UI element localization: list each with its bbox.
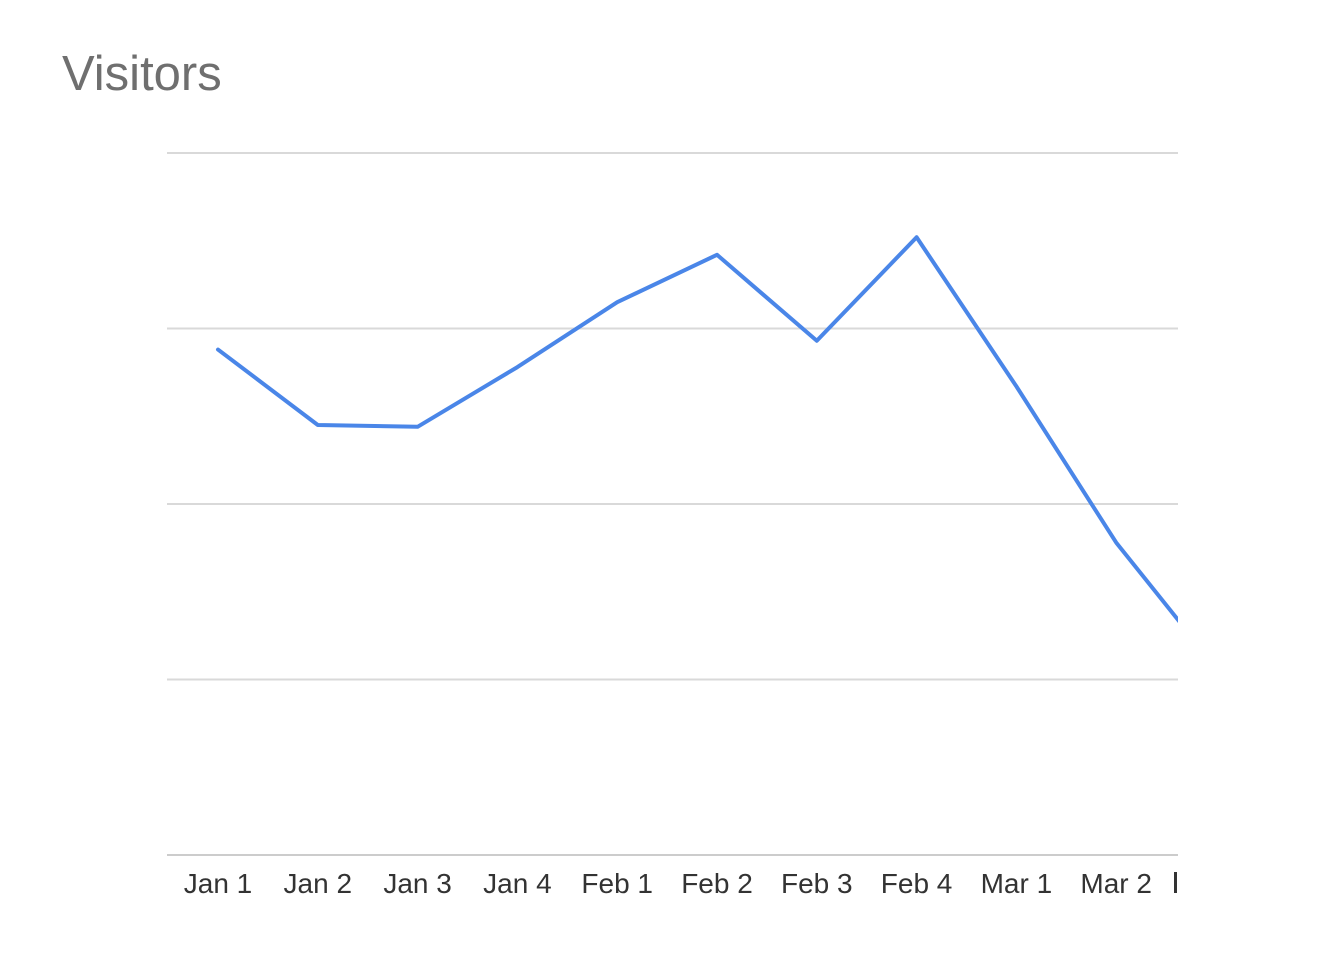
x-tick-label: Mar 2: [1080, 868, 1152, 899]
x-tick-label: Feb 3: [781, 868, 853, 899]
x-axis-labels: Jan 1 Jan 2 Jan 3 Jan 4 Feb 1 Feb 2 Feb 3 Feb 4…: [184, 868, 1177, 899]
x-tick-label: Jan 1: [184, 868, 253, 899]
x-tick-label: Feb 4: [881, 868, 953, 899]
series-layer: [216, 235, 1178, 623]
x-tick-label: Feb 1: [581, 868, 653, 899]
gridlines: [167, 152, 1178, 856]
chart-title: Visitors: [62, 47, 222, 101]
x-tick-label: Feb 2: [681, 868, 753, 899]
x-tick-label-cropped: [1174, 872, 1177, 893]
x-tick-label: Jan 2: [284, 868, 353, 899]
x-tick-label: Jan 3: [383, 868, 452, 899]
x-tick-label: Jan 4: [483, 868, 552, 899]
x-tick-label: Mar 1: [981, 868, 1053, 899]
series-line: [216, 235, 1178, 623]
